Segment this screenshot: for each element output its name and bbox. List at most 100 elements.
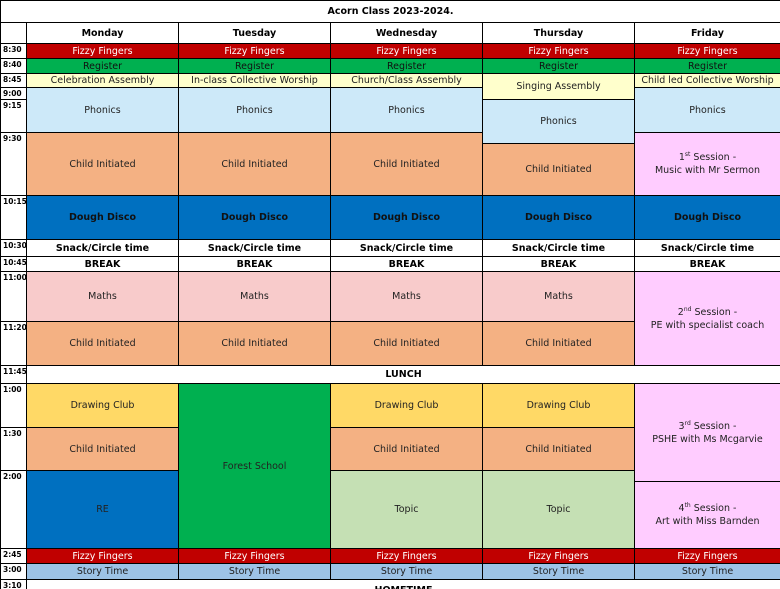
activity-cell: Fizzy Fingers bbox=[178, 43, 331, 59]
activity-cell: Child Initiated bbox=[178, 132, 331, 196]
time-label: 3:10 bbox=[0, 579, 27, 589]
activity-cell: Child Initiated bbox=[330, 132, 483, 196]
activity-cell: Phonics bbox=[330, 87, 483, 133]
activity-cell: Fizzy Fingers bbox=[330, 43, 483, 59]
time-label: 11:45 bbox=[0, 365, 27, 384]
activity-cell: Fizzy Fingers bbox=[26, 43, 179, 59]
activity-cell: Snack/Circle time bbox=[178, 239, 331, 257]
activity-cell: Register bbox=[26, 58, 179, 74]
activity-cell: Fizzy Fingers bbox=[634, 548, 780, 564]
activity-cell: Topic bbox=[482, 470, 635, 549]
activity-cell: Dough Disco bbox=[634, 195, 780, 240]
activity-cell: 3rd Session - PSHE with Ms Mcgarvie bbox=[634, 383, 780, 482]
session-number: 2 bbox=[677, 306, 684, 318]
session-detail: Art with Miss Barnden bbox=[655, 516, 760, 527]
activity-cell: Church/Class Assembly bbox=[330, 73, 483, 88]
time-label: 8:30 bbox=[0, 43, 27, 59]
session-number: 3 bbox=[678, 420, 685, 432]
time-label: 8:45 bbox=[0, 73, 27, 88]
activity-cell: Phonics bbox=[482, 99, 635, 144]
corner bbox=[0, 22, 27, 44]
activity-cell: Maths bbox=[330, 271, 483, 322]
time-label: 2:00 bbox=[0, 470, 27, 549]
session-text: Session - bbox=[690, 420, 737, 432]
activity-cell: LUNCH bbox=[26, 365, 780, 384]
activity-cell: Child Initiated bbox=[26, 321, 179, 366]
activity-cell: Fizzy Fingers bbox=[330, 548, 483, 564]
activity-cell: Child Initiated bbox=[330, 427, 483, 471]
activity-cell: Child Initiated bbox=[482, 143, 635, 196]
activity-cell: Snack/Circle time bbox=[634, 239, 780, 257]
activity-cell: Register bbox=[178, 58, 331, 74]
activity-cell: Phonics bbox=[634, 87, 780, 133]
session-suffix: th bbox=[684, 501, 691, 509]
activity-cell: Singing Assembly bbox=[482, 73, 635, 100]
time-label: 2:45 bbox=[0, 548, 27, 564]
activity-cell: Drawing Club bbox=[26, 383, 179, 428]
activity-cell: Topic bbox=[330, 470, 483, 549]
time-label: 3:00 bbox=[0, 563, 27, 580]
time-label: 10:15 bbox=[0, 195, 27, 240]
activity-cell: In-class Collective Worship bbox=[178, 73, 331, 88]
session-heading: 1st Session - bbox=[679, 151, 736, 164]
activity-cell: RE bbox=[26, 470, 179, 549]
activity-cell: BREAK bbox=[330, 256, 483, 272]
activity-cell: Fizzy Fingers bbox=[178, 548, 331, 564]
activity-cell: Dough Disco bbox=[482, 195, 635, 240]
activity-cell: HOMETIME bbox=[26, 579, 780, 589]
day-header: Tuesday bbox=[178, 22, 331, 44]
activity-cell: Story Time bbox=[634, 563, 780, 580]
session-text: Session - bbox=[690, 152, 737, 163]
activity-cell: 1st Session - Music with Mr Sermon bbox=[634, 132, 780, 196]
session-heading: 4th Session - bbox=[679, 502, 737, 515]
time-label: 9:30 bbox=[0, 132, 27, 196]
activity-cell: Story Time bbox=[26, 563, 179, 580]
activity-cell: Story Time bbox=[330, 563, 483, 580]
time-label: 9:15 bbox=[0, 99, 27, 133]
activity-cell: Dough Disco bbox=[330, 195, 483, 240]
activity-cell: Forest School bbox=[178, 383, 331, 549]
session-suffix: rd bbox=[684, 419, 691, 427]
activity-cell: Story Time bbox=[178, 563, 331, 580]
session-detail: Music with Mr Sermon bbox=[654, 165, 761, 176]
session-number: 1 bbox=[678, 152, 685, 163]
session-heading: 3rd Session - bbox=[679, 420, 737, 433]
session-suffix: nd bbox=[683, 305, 692, 313]
activity-cell: Child Initiated bbox=[26, 132, 179, 196]
session-detail: PE with specialist coach bbox=[650, 319, 765, 331]
session-heading: 2nd Session - bbox=[678, 306, 737, 319]
activity-cell: Celebration Assembly bbox=[26, 73, 179, 88]
session-text: Session - bbox=[691, 306, 738, 318]
time-label: 10:45 bbox=[0, 256, 27, 272]
time-label: 1:30 bbox=[0, 427, 27, 471]
activity-cell: Fizzy Fingers bbox=[482, 43, 635, 59]
activity-cell: Child Initiated bbox=[482, 321, 635, 366]
activity-cell: Child Initiated bbox=[330, 321, 483, 366]
activity-cell: Fizzy Fingers bbox=[634, 43, 780, 59]
day-header: Friday bbox=[634, 22, 780, 44]
activity-cell: Snack/Circle time bbox=[26, 239, 179, 257]
activity-cell: Fizzy Fingers bbox=[482, 548, 635, 564]
activity-cell: Register bbox=[634, 58, 780, 74]
session-text: Session - bbox=[690, 503, 737, 514]
activity-cell: Maths bbox=[482, 271, 635, 322]
time-label: 10:30 bbox=[0, 239, 27, 257]
title: Acorn Class 2023-2024. bbox=[0, 0, 780, 23]
day-header: Monday bbox=[26, 22, 179, 44]
activity-cell: Snack/Circle time bbox=[330, 239, 483, 257]
activity-cell: Story Time bbox=[482, 563, 635, 580]
activity-cell: Register bbox=[482, 58, 635, 74]
activity-cell: Child Initiated bbox=[26, 427, 179, 471]
activity-cell: Drawing Club bbox=[482, 383, 635, 428]
activity-cell: BREAK bbox=[482, 256, 635, 272]
time-label: 11:00 bbox=[0, 271, 27, 322]
activity-cell: 4th Session - Art with Miss Barnden bbox=[634, 481, 780, 549]
activity-cell: BREAK bbox=[634, 256, 780, 272]
day-header: Wednesday bbox=[330, 22, 483, 44]
day-header: Thursday bbox=[482, 22, 635, 44]
activity-cell: Child Initiated bbox=[178, 321, 331, 366]
activity-cell: Register bbox=[330, 58, 483, 74]
time-label: 11:20 bbox=[0, 321, 27, 366]
